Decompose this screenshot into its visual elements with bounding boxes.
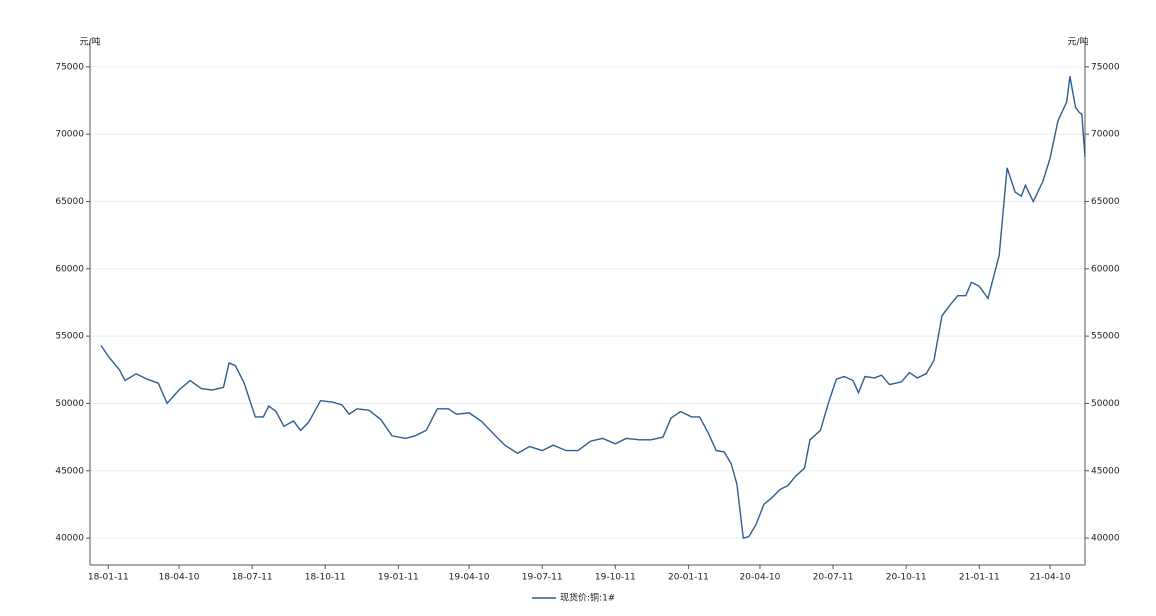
y2-tick-label: 60000 [1091, 264, 1120, 274]
y-tick-label: 70000 [55, 130, 84, 140]
y2-tick-label: 75000 [1091, 62, 1120, 72]
x-tick-label: 19-10-11 [595, 573, 636, 583]
line-series [100, 76, 1086, 539]
y2-tick-label: 40000 [1091, 534, 1120, 544]
x-tick-label: 20-01-11 [668, 573, 709, 583]
y-tick-label: 75000 [55, 62, 84, 72]
x-tick-label: 21-04-10 [1030, 573, 1071, 583]
y2-tick-label: 70000 [1091, 130, 1120, 140]
x-tick-label: 21-01-11 [959, 573, 1000, 583]
y-unit-right: 元/吨 [1067, 36, 1088, 48]
x-tick-label: 20-10-11 [886, 573, 927, 583]
legend-label: 现货价:铜:1# [560, 592, 615, 604]
x-tick-label: 18-01-11 [88, 573, 129, 583]
y2-tick-label: 65000 [1091, 197, 1120, 207]
y-tick-label: 40000 [55, 534, 84, 544]
x-tick-label: 19-04-10 [449, 573, 490, 583]
x-tick-label: 19-07-11 [522, 573, 563, 583]
y-tick-label: 55000 [55, 332, 84, 342]
y2-tick-label: 55000 [1091, 332, 1120, 342]
y-tick-label: 45000 [55, 466, 84, 476]
x-tick-label: 18-10-11 [305, 573, 346, 583]
y-tick-label: 50000 [55, 399, 84, 409]
y-tick-label: 60000 [55, 264, 84, 274]
x-tick-label: 20-07-11 [813, 573, 854, 583]
x-tick-label: 18-07-11 [232, 573, 273, 583]
y2-tick-label: 50000 [1091, 399, 1120, 409]
x-tick-label: 18-04-10 [159, 573, 200, 583]
x-tick-label: 20-04-10 [740, 573, 781, 583]
y-tick-label: 65000 [55, 197, 84, 207]
y2-tick-label: 45000 [1091, 466, 1120, 476]
x-tick-label: 19-01-11 [378, 573, 419, 583]
